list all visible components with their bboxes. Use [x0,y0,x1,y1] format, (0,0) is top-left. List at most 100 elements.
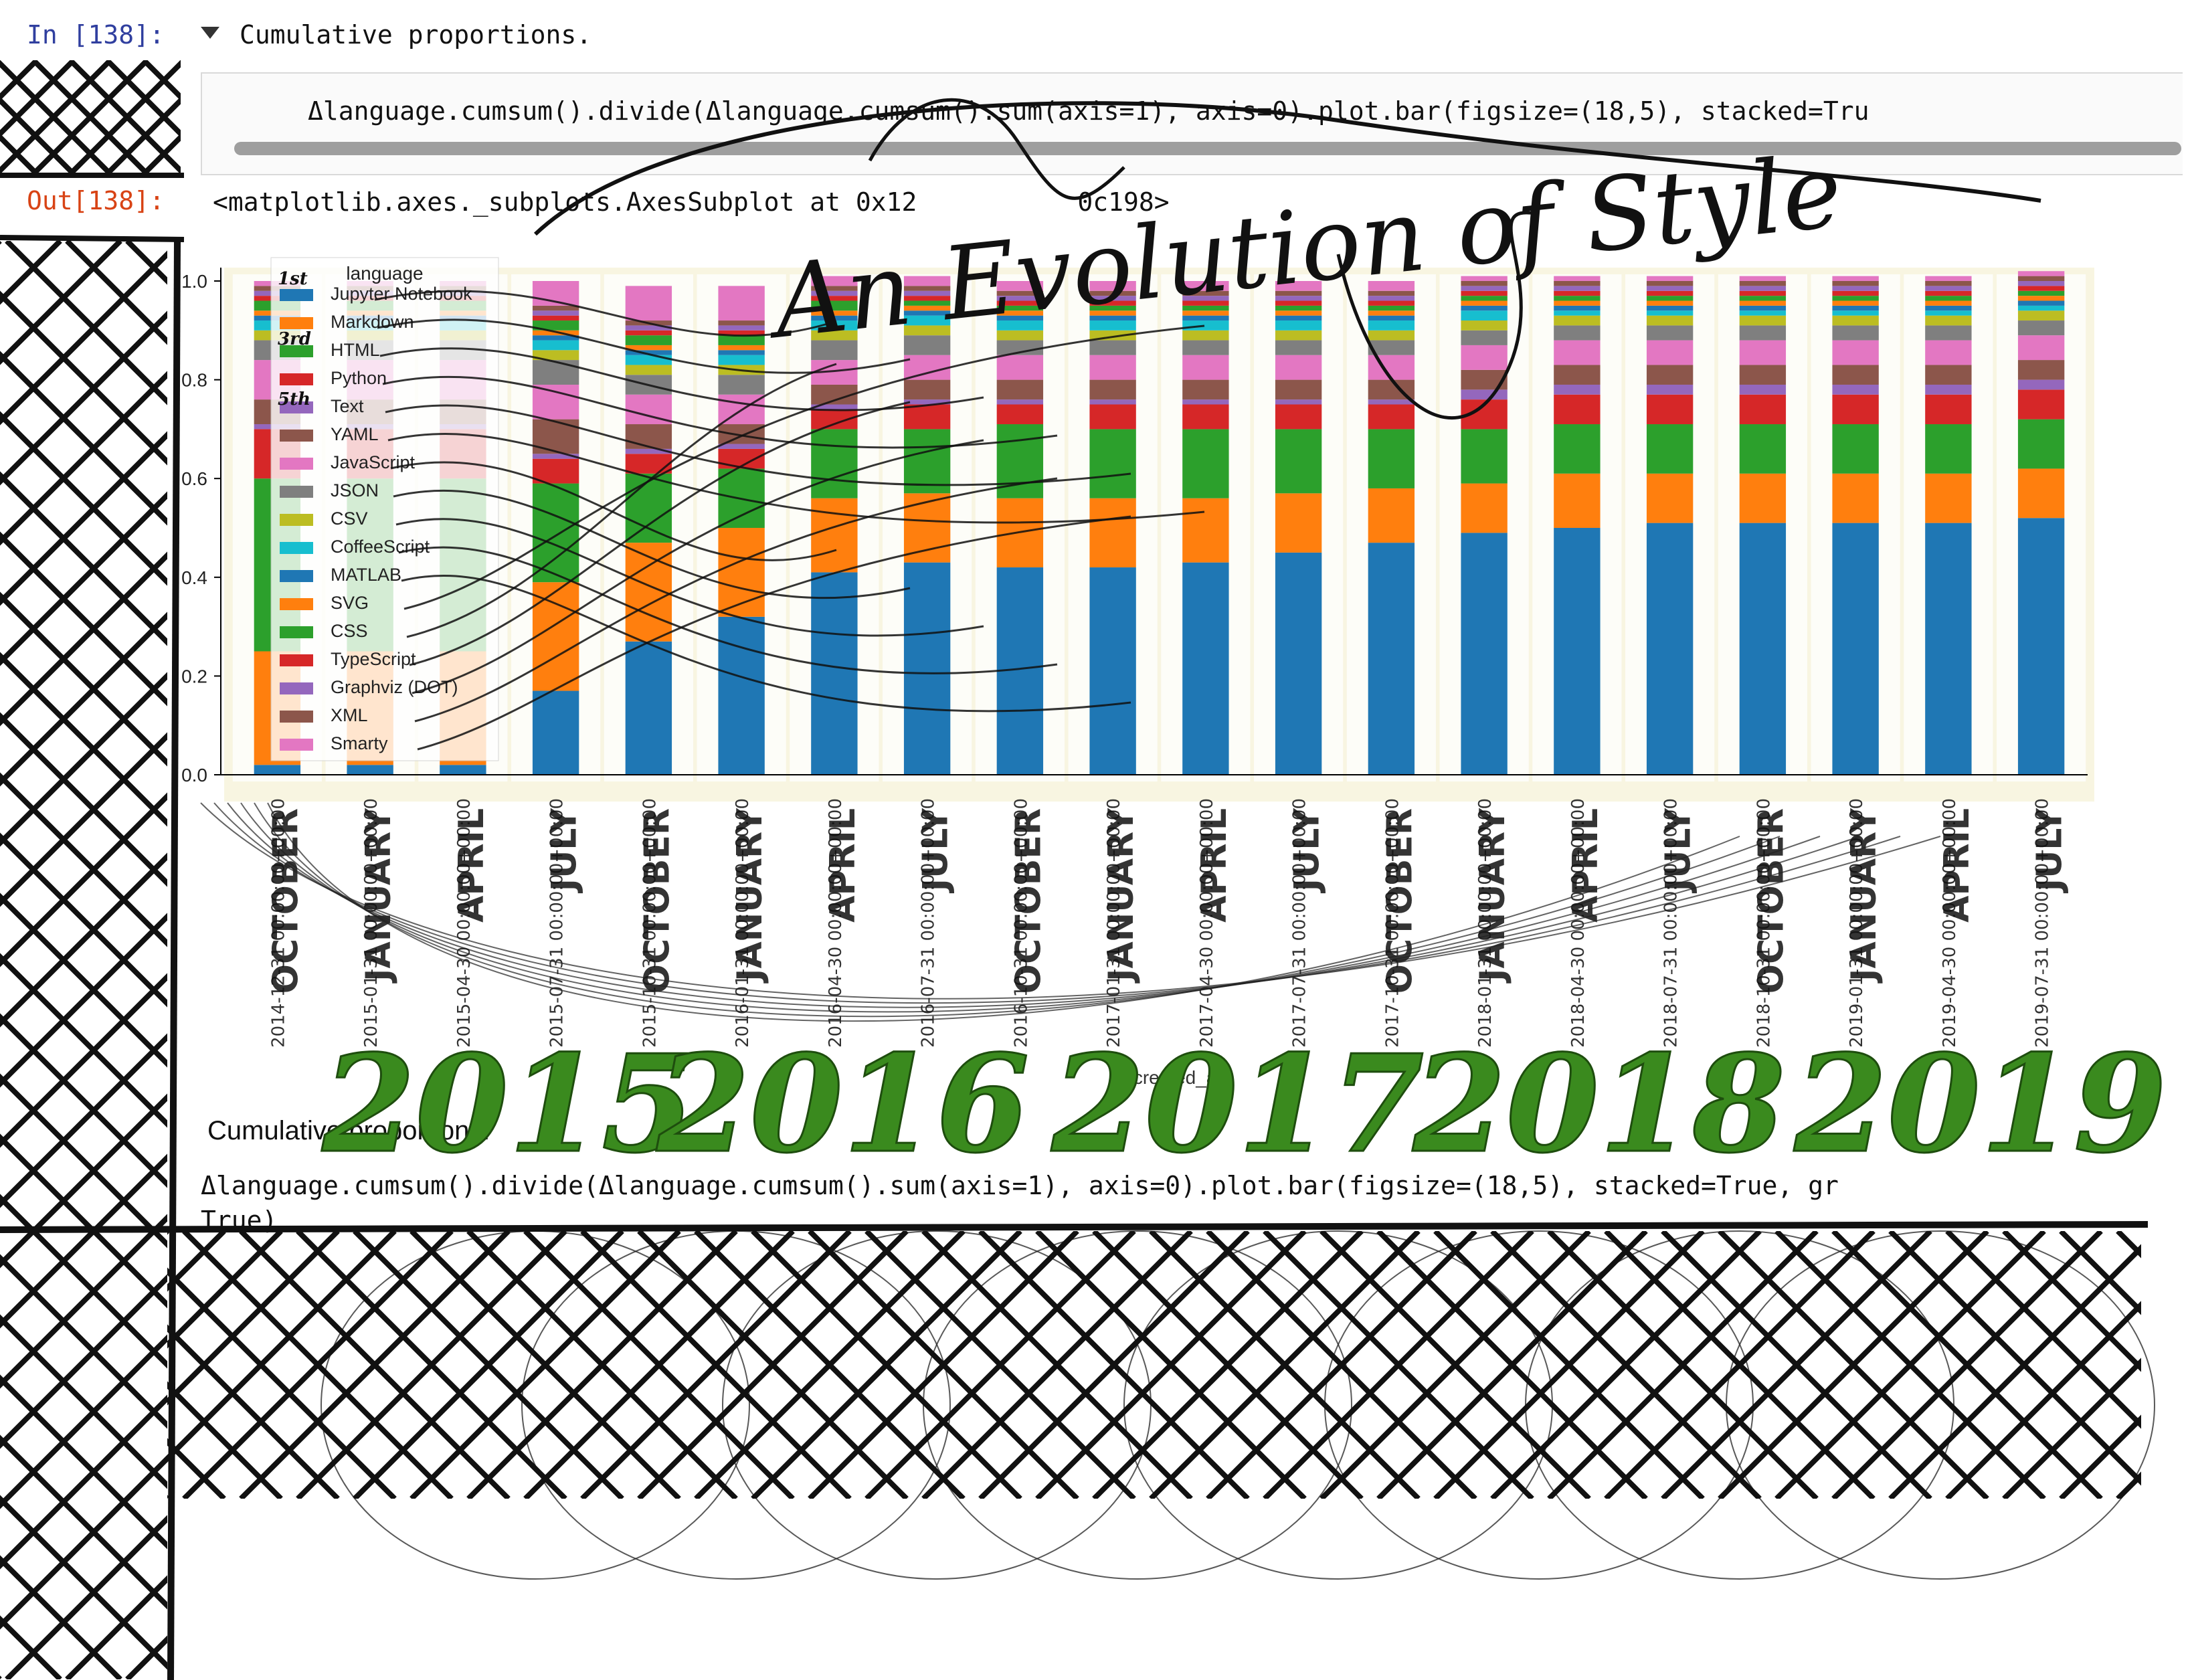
x-tick-label: 2018-01-31 00:00:00+00:00 [1475,798,1495,1048]
hand-drawn-arrow [387,433,1205,524]
bar-segment [1089,305,1136,311]
bar-segment [903,315,951,326]
bar-segment [1554,281,1601,286]
markdown-title: Cumulative proportions. [240,20,592,50]
handwritten-month: JULY [545,808,585,894]
bar-segment [1646,305,1694,311]
bar-segment [1925,305,1972,311]
bar-segment [1739,296,1787,301]
hatch-line [637,1231,909,1499]
x-tick-label: 2018-07-31 00:00:00+00:00 [1661,798,1681,1048]
bar-segment [1182,404,1229,430]
x-axis-label: created_at [1133,1067,1222,1088]
bar-segment [903,399,951,405]
collapse-arrow-icon[interactable] [201,27,219,39]
bar-segment [1554,315,1601,326]
bar-segment [1182,281,1229,291]
crosshatch-border [0,60,2149,1680]
bar-segment [625,325,672,331]
bar-segment [1832,286,1879,291]
bar-segment [1739,300,1787,306]
x-tick-label: 2017-04-30 00:00:00+00:00 [1197,798,1217,1048]
hatch-line [0,1334,167,1509]
bar-segment [1739,305,1787,311]
bar-segment [532,690,579,775]
code-cell[interactable] [201,72,2183,175]
bar-segment [1368,340,1415,355]
bar-segment [903,335,951,355]
bar-segment [532,340,579,351]
legend-swatch [280,345,313,357]
bar-segment [625,365,672,375]
bar-segment [1739,384,1787,395]
hatch-line [409,1231,681,1499]
legend-swatch [280,739,313,751]
bar-segment [1646,523,1694,775]
x-tick-label: 2019-04-30 00:00:00+00:00 [1940,798,1960,1048]
bar-segment [1554,325,1601,341]
bar-segment [1089,310,1136,316]
bar-segment [718,330,765,336]
bar-segment [532,335,579,341]
bar-segment [1182,340,1229,355]
bar-segment [1182,305,1229,311]
hatch-line [1718,1231,1989,1499]
bar-segment [1275,315,1322,321]
bar-segment [625,286,672,321]
bar-segment [1089,300,1136,306]
bar-segment [1461,320,1508,331]
y-axis: 0.0 0.2 0.4 0.6 0.8 1.0 [181,268,2088,785]
bar-segment [1832,394,1879,425]
hatch-line [0,1274,167,1449]
bar-segment [2017,305,2065,311]
bar-segment [1739,286,1787,291]
bar-segment [1832,315,1879,326]
bar-segment [1368,296,1415,301]
bar-segment [532,384,579,419]
bar-segment [2017,360,2065,380]
bar-segment [903,355,951,380]
hatch-line [353,1231,624,1499]
legend-swatch [280,598,313,610]
bar-segment [532,454,579,459]
handwritten-month: JULY [2030,808,2070,894]
y-tick-label: 0.6 [181,468,207,489]
bar-segment [811,286,858,291]
handwritten-month: JANUARY [1844,808,1884,984]
hatch-line [217,60,331,174]
bar-segment [718,286,765,321]
handwritten-year: 2018 [1412,1026,1786,1183]
bar-segment [1832,365,1879,385]
hatch-line [0,913,167,1088]
bar-segment [1832,300,1879,306]
hatch-line [0,411,167,586]
bar-segment [996,310,1044,316]
bar-segment [1089,404,1136,430]
bar-segment [1554,528,1601,775]
bottom-markdown-title: Cumulative proportions. [207,1116,490,1145]
x-tick-label: 2019-07-31 00:00:00+00:00 [2033,798,2053,1048]
hatch-line [1831,1231,2103,1499]
in-prompt: In [138]: [27,20,165,50]
bar-segment [1646,310,1694,316]
ellipse-loop [1525,1230,1954,1580]
hand-drawn-arrow [374,290,837,337]
bar-segment [1182,562,1229,775]
bar-segment [1368,429,1415,488]
handwritten-month: OCTOBER [1751,808,1791,994]
hatch-line [182,1231,454,1499]
bar-segment [1368,305,1415,311]
hatch-line [1945,1301,2141,1499]
bar-segment [1739,281,1787,286]
hatch-line [291,60,405,174]
y-tick-label: 0.2 [181,666,207,686]
bar-segment [1275,305,1322,311]
bar-segment [1368,320,1415,331]
bar-segment [1461,330,1508,345]
bar-segment [718,345,765,351]
hand-drawn-arrow [409,401,911,666]
legend-swatch [280,289,313,301]
bar-segment [532,315,579,321]
y-tick-label: 0.8 [181,370,207,391]
bar-segment [1461,389,1508,400]
